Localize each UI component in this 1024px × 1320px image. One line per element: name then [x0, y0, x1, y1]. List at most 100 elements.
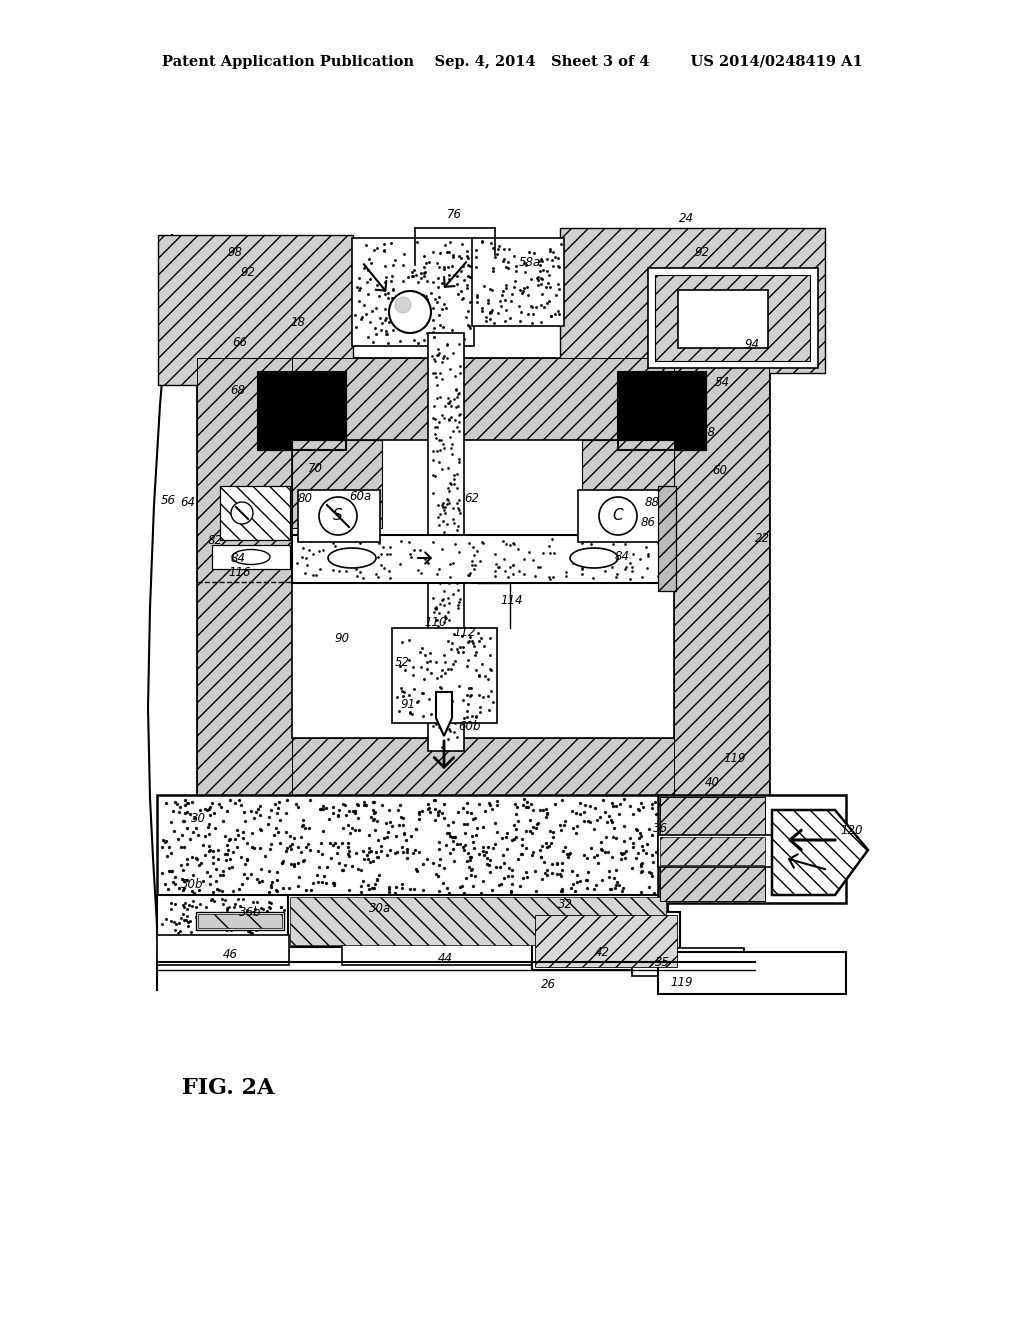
- Bar: [582, 440, 674, 528]
- Text: 90: 90: [335, 631, 349, 644]
- Text: 66: 66: [232, 335, 248, 348]
- Text: 119: 119: [671, 975, 693, 989]
- Bar: [288, 895, 668, 946]
- Text: 82: 82: [208, 533, 222, 546]
- Bar: [197, 358, 292, 807]
- Bar: [258, 372, 346, 450]
- Circle shape: [319, 498, 357, 535]
- Bar: [658, 486, 676, 591]
- Text: 60a: 60a: [349, 490, 371, 503]
- Bar: [292, 440, 674, 738]
- Text: 76: 76: [446, 209, 462, 222]
- Text: 80: 80: [298, 491, 312, 504]
- Bar: [220, 486, 290, 540]
- Bar: [428, 333, 464, 751]
- Bar: [157, 795, 667, 898]
- Text: 91: 91: [400, 698, 416, 711]
- Bar: [292, 738, 674, 807]
- Bar: [196, 912, 284, 931]
- Circle shape: [231, 502, 253, 524]
- Bar: [618, 372, 706, 450]
- Bar: [618, 372, 706, 450]
- Polygon shape: [436, 692, 452, 737]
- Text: 70: 70: [307, 462, 323, 474]
- Text: 62: 62: [465, 491, 479, 504]
- Bar: [678, 290, 768, 348]
- Circle shape: [395, 297, 411, 313]
- Text: 30a: 30a: [369, 902, 391, 915]
- Bar: [674, 358, 769, 807]
- Text: 86: 86: [640, 516, 655, 528]
- Text: 112: 112: [454, 626, 476, 639]
- Text: 84: 84: [230, 552, 246, 565]
- Text: 32: 32: [557, 899, 572, 912]
- Polygon shape: [772, 810, 868, 895]
- Circle shape: [389, 290, 431, 333]
- Text: 116: 116: [228, 565, 251, 578]
- Text: 120: 120: [841, 824, 863, 837]
- Bar: [658, 836, 846, 867]
- Text: 30: 30: [190, 812, 206, 825]
- Text: C: C: [612, 508, 624, 524]
- Bar: [560, 228, 825, 374]
- Text: 54: 54: [715, 375, 729, 388]
- Bar: [342, 935, 542, 965]
- Text: 58a: 58a: [519, 256, 541, 268]
- Bar: [197, 358, 769, 807]
- Bar: [655, 275, 810, 360]
- Text: 60b: 60b: [459, 719, 481, 733]
- Text: 94: 94: [744, 338, 760, 351]
- Text: 46: 46: [222, 949, 238, 961]
- Bar: [292, 535, 674, 583]
- Text: 119: 119: [724, 751, 746, 764]
- Ellipse shape: [570, 548, 618, 568]
- Text: FIG. 2A: FIG. 2A: [181, 1077, 274, 1100]
- Bar: [157, 895, 289, 937]
- Bar: [290, 898, 666, 945]
- Text: 92: 92: [241, 265, 256, 279]
- Text: 26: 26: [541, 978, 555, 991]
- Text: 42: 42: [595, 945, 609, 958]
- Bar: [658, 795, 846, 903]
- Bar: [198, 913, 282, 928]
- Text: 40: 40: [705, 776, 720, 788]
- Text: 92: 92: [694, 246, 710, 259]
- Text: 60: 60: [713, 463, 727, 477]
- Circle shape: [599, 498, 637, 535]
- Text: 24: 24: [679, 211, 693, 224]
- Bar: [292, 358, 674, 440]
- Text: 44: 44: [437, 952, 453, 965]
- Text: 110: 110: [425, 615, 447, 628]
- Text: 88: 88: [644, 495, 659, 508]
- Text: 36: 36: [652, 821, 668, 834]
- Bar: [158, 235, 353, 385]
- Bar: [632, 948, 744, 975]
- Text: Patent Application Publication    Sep. 4, 2014   Sheet 3 of 4        US 2014/024: Patent Application Publication Sep. 4, 2…: [162, 55, 862, 69]
- Text: 68: 68: [230, 384, 246, 396]
- Bar: [258, 372, 346, 450]
- Bar: [648, 268, 818, 368]
- Bar: [660, 797, 765, 902]
- Bar: [660, 837, 765, 865]
- Bar: [292, 440, 382, 528]
- Text: 30b: 30b: [181, 879, 203, 891]
- Text: 22: 22: [755, 532, 769, 544]
- Text: 98: 98: [227, 246, 243, 259]
- Bar: [578, 490, 660, 543]
- Text: S: S: [333, 508, 343, 524]
- Text: 18: 18: [291, 315, 305, 329]
- Bar: [658, 952, 846, 994]
- Text: 52: 52: [394, 656, 410, 668]
- Bar: [157, 935, 289, 965]
- Bar: [352, 238, 474, 346]
- Bar: [535, 915, 677, 968]
- Bar: [472, 238, 564, 326]
- Text: 58: 58: [700, 425, 716, 438]
- Ellipse shape: [328, 548, 376, 568]
- Text: 114: 114: [501, 594, 523, 606]
- Text: 36b: 36b: [239, 906, 261, 919]
- Text: 56: 56: [161, 494, 175, 507]
- Bar: [212, 545, 290, 569]
- Bar: [392, 628, 497, 723]
- Bar: [298, 490, 380, 543]
